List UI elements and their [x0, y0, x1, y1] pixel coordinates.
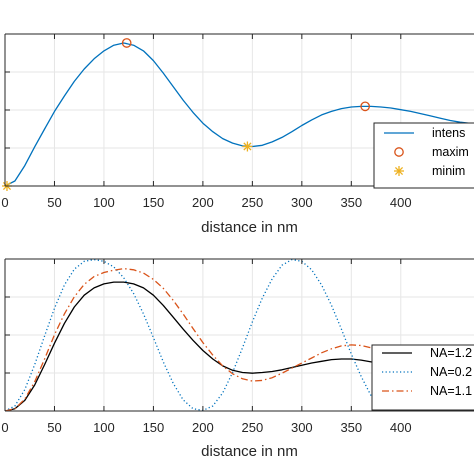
series-line-1	[5, 42, 474, 186]
legend-label: intens	[432, 126, 465, 140]
x-axis-title: distance in nm	[201, 219, 298, 236]
x-axis-title: distance in nm	[201, 443, 298, 460]
legend-label: NA=1.2	[430, 346, 472, 360]
x-tick-label: 200	[192, 195, 214, 210]
star-stroke	[243, 142, 252, 151]
x-tick-label: 200	[192, 420, 214, 435]
x-tick-label: 350	[340, 420, 362, 435]
series-line-2	[5, 259, 382, 411]
x-tick-label: 350	[340, 195, 362, 210]
legend-label: minim	[432, 164, 465, 178]
x-tick-label: 400	[390, 195, 412, 210]
data-point-max	[121, 38, 132, 48]
chart-panel-2: 0 50 100 150 200 250 300 350 400 distance in nm NA…	[1, 258, 474, 460]
x-tick-label: 250	[242, 195, 264, 210]
x-tick-label: 100	[93, 420, 115, 435]
legend-label: NA=1.1	[430, 384, 472, 398]
x-tick-label: 50	[47, 420, 61, 435]
x-tick-label: 50	[47, 195, 61, 210]
star-stroke	[394, 166, 404, 176]
chart-panel-1: 0 50 100 150 200 250 300 350 400 distance in nm in…	[1, 33, 474, 236]
x-tick-label: 0	[1, 420, 8, 435]
x-tick-label: 300	[291, 195, 313, 210]
x-tick-label: 300	[291, 420, 313, 435]
legend-swatch	[394, 166, 404, 176]
legend-box	[371, 344, 474, 411]
x-tick-label: 0	[1, 195, 8, 210]
data-point-max	[360, 101, 371, 112]
legend-box	[373, 122, 474, 189]
x-tick-label: 250	[242, 420, 264, 435]
x-tick-label: 150	[143, 195, 165, 210]
legend-label: maxim	[432, 145, 469, 159]
x-tick-label: 150	[143, 420, 165, 435]
x-tick-label: 100	[93, 195, 115, 210]
legend-label: NA=0.2	[430, 365, 472, 379]
legend: NA=1.2 NA=0.2 NA=1.1	[371, 344, 474, 411]
legend: intens maxim minim	[373, 122, 474, 189]
legend-swatch	[394, 147, 404, 157]
x-tick-label: 400	[390, 420, 412, 435]
data-point-min	[242, 141, 253, 152]
